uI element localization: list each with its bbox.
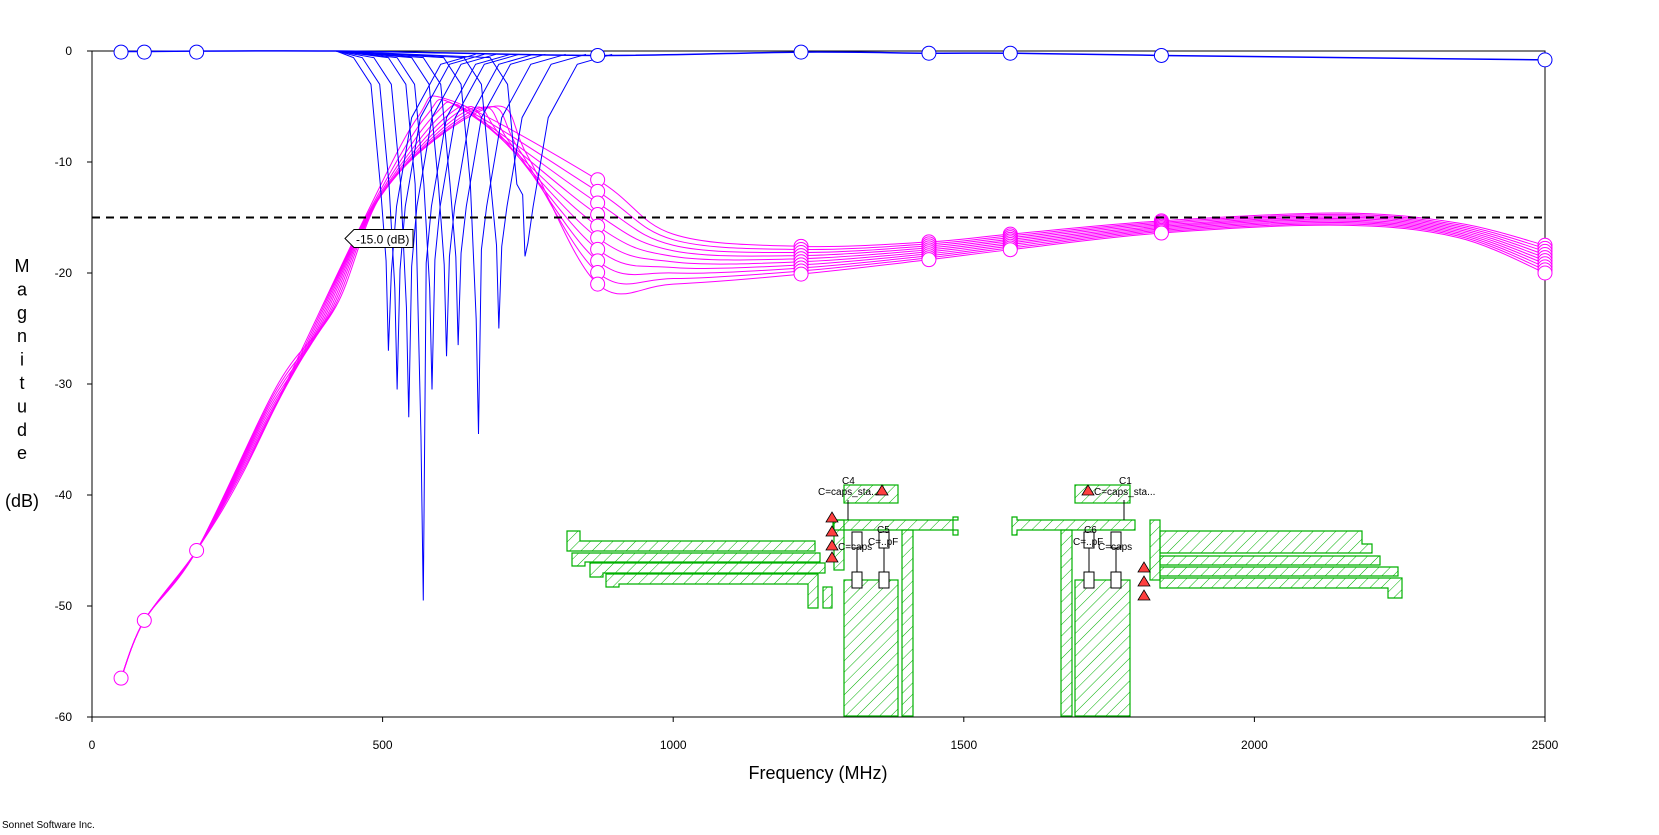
y-tick-label: -10	[55, 155, 73, 169]
s11-series-line	[120, 103, 1546, 679]
layout-left-traces	[566, 516, 959, 609]
s21-series-line	[336, 50, 587, 329]
layout-right-traces	[1011, 516, 1403, 599]
svg-text:C=caps: C=caps	[1098, 542, 1132, 553]
s21-series-line	[336, 50, 613, 257]
s11-series-line	[120, 95, 1546, 679]
svg-text:C1: C1	[1119, 476, 1132, 487]
x-tick-label: 500	[373, 738, 393, 752]
s21-series-line	[336, 50, 511, 601]
s11-series-line	[120, 106, 1546, 679]
svg-text:C4: C4	[842, 476, 855, 487]
svg-text:-15.0 (dB): -15.0 (dB)	[356, 233, 409, 247]
layout-left-pad	[833, 484, 914, 717]
s11-data-point	[113, 670, 129, 686]
svg-text:C=caps_sta...: C=caps_sta...	[1094, 487, 1155, 498]
x-axis-ticks: 0 500 1000 1500 2000 2500	[89, 717, 1559, 752]
s21-data-point	[590, 47, 606, 63]
s11-series-group	[113, 95, 1553, 686]
s21-data-point	[1537, 52, 1553, 68]
s21-passband-line	[121, 50, 1546, 61]
y-tick-label: -50	[55, 599, 73, 613]
s11-data-point	[1153, 225, 1169, 241]
s11-series-line	[120, 105, 1546, 679]
y-tick-label: -60	[55, 710, 73, 724]
s11-series-line	[120, 106, 1546, 679]
s21-series-line	[336, 50, 534, 357]
s11-data-point	[1002, 242, 1018, 258]
s21-series-group	[113, 44, 1553, 601]
s21-data-point	[113, 44, 129, 60]
x-tick-label: 2000	[1241, 738, 1268, 752]
x-tick-label: 0	[89, 738, 96, 752]
y-tick-label: -20	[55, 266, 73, 280]
y-axis-ticks: 0 -10 -20 -30 -40 -50 -60	[55, 44, 92, 724]
layout-right-pad	[1060, 484, 1131, 717]
s21-data-point	[1002, 45, 1018, 61]
threshold-marker[interactable]: -15.0 (dB)	[344, 229, 414, 248]
credit-text: Sonnet Software Inc.	[2, 820, 95, 831]
s11-data-point	[793, 266, 809, 282]
svg-text:C=..pF: C=..pF	[1073, 537, 1103, 548]
x-axis-title: Frequency (MHz)	[748, 763, 887, 783]
y-tick-label: 0	[65, 44, 72, 58]
x-tick-label: 2500	[1532, 738, 1559, 752]
layout-capacitors	[847, 500, 1125, 589]
layout-port-markers	[825, 484, 1151, 601]
s21-series-line	[336, 50, 546, 346]
x-tick-label: 1500	[950, 738, 977, 752]
s21-series-line	[335, 50, 476, 351]
svg-text:C=caps_sta...: C=caps_sta...	[818, 487, 879, 498]
s21-series-line	[336, 50, 566, 434]
s21-data-point	[921, 45, 937, 61]
svg-text:C=caps: C=caps	[838, 542, 872, 553]
s11-series-line	[120, 101, 1546, 679]
s11-data-point	[590, 276, 606, 292]
s11-series-line	[120, 98, 1546, 679]
svg-text:C6: C6	[1084, 525, 1097, 536]
x-tick-label: 1000	[660, 738, 687, 752]
s11-data-point	[136, 612, 152, 628]
s11-series-line	[120, 106, 1546, 679]
s11-data-point	[189, 543, 205, 558]
s21-data-point	[1153, 47, 1169, 63]
s11-data-point	[1537, 265, 1553, 281]
s11-series-line	[120, 105, 1546, 679]
y-tick-label: -40	[55, 488, 73, 502]
svg-text:C=..pF: C=..pF	[868, 537, 898, 548]
s11-series-line	[120, 106, 1546, 679]
svg-text:C5: C5	[877, 525, 890, 536]
s21-data-point	[136, 44, 152, 60]
y-tick-label: -30	[55, 377, 73, 391]
s21-data-point	[793, 44, 809, 60]
circuit-layout-overlay: C4 C1 C=caps_sta... C=caps_sta... C5 C6 …	[566, 476, 1403, 717]
layout-labels: C4 C1 C=caps_sta... C=caps_sta... C5 C6 …	[818, 476, 1155, 553]
s21-data-point	[189, 44, 205, 60]
plot-frame	[91, 50, 1546, 718]
s21-series-line	[336, 50, 520, 390]
s11-data-point	[921, 252, 937, 268]
